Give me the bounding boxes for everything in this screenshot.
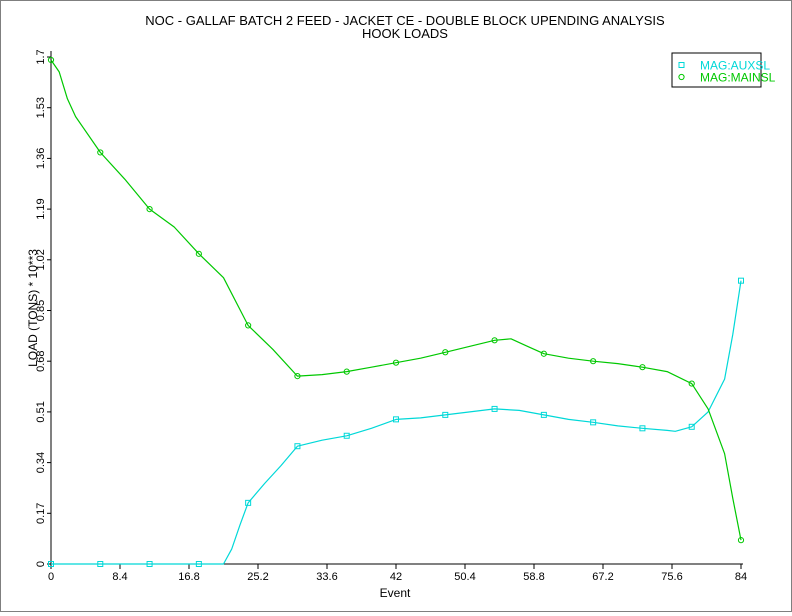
x-tick-label: 25.2: [247, 571, 268, 583]
chart-title: NOC - GALLAF BATCH 2 FEED - JACKET CE - …: [145, 13, 665, 28]
data-point-mag-mainsl: [97, 149, 104, 156]
y-tick-label: 0.51: [35, 401, 47, 422]
data-point-mag-auxsl: [146, 561, 153, 567]
data-point-mag-auxsl: [343, 432, 350, 439]
data-point-mag-mainsl: [343, 368, 350, 375]
x-tick-label: 33.6: [316, 571, 337, 583]
y-tick-label: 1.19: [35, 198, 47, 219]
data-point-mag-mainsl: [47, 56, 55, 64]
data-point-mag-mainsl: [590, 358, 597, 365]
data-point-mag-mainsl: [491, 337, 498, 344]
data-point-mag-auxsl: [245, 499, 252, 506]
y-tick-label: 0: [35, 561, 47, 567]
data-point-mag-mainsl: [392, 359, 400, 366]
x-axis-label: Event: [380, 586, 411, 600]
y-tick-label: 0.34: [35, 452, 47, 473]
y-tick-label: 1.36: [35, 148, 47, 169]
data-point-mag-auxsl: [393, 416, 399, 423]
data-point-mag-mainsl: [146, 206, 153, 213]
x-tick-label: 84: [735, 571, 747, 583]
data-point-mag-auxsl: [442, 411, 449, 418]
x-tick-label: 58.8: [523, 571, 544, 583]
data-point-mag-mainsl: [540, 350, 547, 357]
data-point-mag-mainsl: [639, 364, 646, 371]
axes: 0 8.4 16.8 25.2 33.6 42 50.4 58.8 67.2 75.6 84 0 0.1…: [35, 49, 747, 583]
legend-marker-mag-auxsl: [678, 62, 685, 68]
series-layer: [47, 56, 745, 567]
y-tick-label: 1.7: [35, 49, 47, 64]
x-tick-label: 75.6: [661, 571, 682, 583]
legend-label-mag-auxsl: MAG:AUXSL: [700, 59, 770, 73]
data-point-mag-auxsl: [738, 277, 744, 284]
x-tick-label: 42: [390, 571, 402, 583]
data-point-mag-mainsl: [737, 537, 745, 544]
data-point-mag-auxsl: [540, 411, 547, 418]
data-point-mag-auxsl: [195, 561, 202, 567]
data-point-mag-mainsl: [294, 373, 301, 380]
chart-subtitle: HOOK LOADS: [362, 26, 448, 41]
y-tick-label: 1.53: [35, 97, 47, 118]
data-point-mag-mainsl: [688, 380, 695, 387]
data-point-mag-mainsl: [442, 349, 449, 356]
legend-label-mag-mainsl: MAG:MAINSL: [700, 71, 776, 85]
data-point-mag-mainsl: [195, 250, 202, 257]
y-tick-label: 0.68: [35, 350, 47, 371]
data-point-mag-auxsl: [688, 423, 695, 430]
data-point-mag-auxsl: [590, 419, 597, 426]
data-point-mag-auxsl: [48, 561, 54, 567]
series-line-mag-mainsl: [50, 59, 742, 541]
x-tick-label: 8.4: [112, 571, 127, 583]
legend-box: [671, 52, 762, 88]
data-point-mag-auxsl: [294, 443, 301, 450]
y-axis-label: LOAD (TONS) * 10**3: [26, 249, 40, 367]
x-tick-label: 67.2: [592, 571, 613, 583]
series-line-mag-auxsl: [51, 280, 742, 565]
y-tick-label: 0.85: [35, 300, 47, 321]
data-point-mag-mainsl: [245, 322, 252, 329]
y-tick-label: 1.02: [35, 249, 47, 270]
data-point-mag-auxsl: [491, 405, 498, 412]
data-point-mag-auxsl: [639, 425, 646, 432]
data-point-mag-auxsl: [97, 561, 104, 567]
x-tick-label: 50.4: [454, 571, 475, 583]
x-tick-label: 0: [48, 571, 54, 583]
legend-marker-mag-mainsl: [678, 73, 685, 81]
y-tick-label: 0.17: [35, 503, 47, 524]
x-tick-label: 16.8: [178, 571, 199, 583]
